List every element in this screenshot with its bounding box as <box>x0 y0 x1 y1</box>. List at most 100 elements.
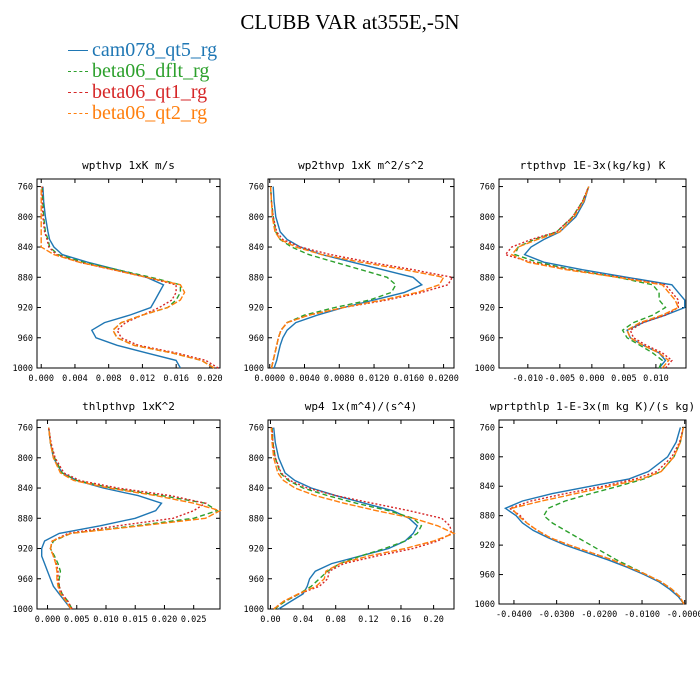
y-tick-label: 840 <box>249 243 264 253</box>
series-line-cam078_qt5_rg <box>273 427 419 610</box>
y-tick-label: 760 <box>480 423 495 433</box>
y-tick-label: 840 <box>480 482 495 492</box>
series-line-beta06_dflt_rg <box>542 427 685 605</box>
y-tick-label: 840 <box>18 243 33 253</box>
y-tick-label: 1000 <box>475 600 495 610</box>
chart-title-5: wp4 1x(m^4)/(s^4) <box>305 400 418 413</box>
chart-panel-1: wpthvp 1xK m/s76080084088092096010000.00… <box>13 159 223 384</box>
y-tick-label: 1000 <box>244 364 264 374</box>
series-line-beta06_dflt_rg <box>48 427 219 610</box>
y-tick-label: 800 <box>480 213 495 223</box>
series-line-beta06_qt1_rg <box>48 427 208 610</box>
y-tick-label: 800 <box>18 454 33 464</box>
series-line-beta06_qt2_rg <box>48 427 222 610</box>
series-line-beta06_dflt_rg <box>41 186 215 369</box>
chart-title-4: thlpthvp 1xK^2 <box>82 400 175 413</box>
series-line-cam078_qt5_rg <box>523 186 686 369</box>
x-tick-label: -0.0300 <box>539 610 575 620</box>
y-tick-label: 760 <box>480 183 495 193</box>
legend-swatch-cam078 <box>68 50 88 51</box>
y-tick-label: 840 <box>18 484 33 494</box>
y-tick-label: 800 <box>18 213 33 223</box>
x-tick-label: -0.0200 <box>581 610 617 620</box>
chart-panel-4: thlpthvp 1xK^276080084088092096010000.00… <box>13 400 222 625</box>
y-tick-label: 880 <box>249 514 264 524</box>
series-line-beta06_qt2_rg <box>510 427 685 605</box>
y-tick-label: 760 <box>249 424 264 434</box>
chart-title-6: wprtpthlp 1-E-3x(m kg K)/(s kg) <box>490 400 695 413</box>
series-line-beta06_qt1_rg <box>269 186 454 369</box>
chart-frame-4 <box>36 419 221 610</box>
x-tick-label: 0.16 <box>391 615 411 625</box>
x-tick-label: 0.12 <box>358 615 378 625</box>
series-line-beta06_dflt_rg <box>269 186 397 369</box>
series-line-beta06_qt2_rg <box>40 186 215 369</box>
x-tick-label: 0.015 <box>122 615 148 625</box>
series-line-cam078_qt5_rg <box>41 427 163 610</box>
x-tick-label: 0.025 <box>181 615 207 625</box>
series-line-beta06_qt1_rg <box>41 186 219 369</box>
x-tick-label: 0.000 <box>579 374 605 384</box>
y-tick-label: 880 <box>480 273 495 283</box>
x-tick-label: 0.005 <box>611 374 637 384</box>
y-tick-label: 1000 <box>475 364 495 374</box>
legend-swatch-beta06-qt2 <box>68 113 88 114</box>
x-tick-label: 0.0000 <box>254 374 285 384</box>
x-tick-label: -0.0000 <box>667 610 700 620</box>
series-line-cam078_qt5_rg <box>272 186 424 369</box>
y-tick-label: 760 <box>18 424 33 434</box>
x-tick-label: 0.020 <box>197 374 223 384</box>
x-tick-label: -0.0100 <box>624 610 660 620</box>
chart-frame-5 <box>267 419 455 610</box>
series-line-cam078_qt5_rg <box>42 186 182 369</box>
chart-frame-6 <box>498 419 687 605</box>
series-line-beta06_qt1_rg <box>504 186 679 369</box>
x-tick-label: 0.0200 <box>428 374 459 384</box>
y-tick-label: 920 <box>18 545 33 555</box>
chart-frame-3 <box>498 178 687 369</box>
legend-swatch-beta06-qt1 <box>68 92 88 93</box>
chart-title-2: wp2thvp 1xK m^2/s^2 <box>298 159 424 172</box>
y-tick-label: 1000 <box>13 364 33 374</box>
y-tick-label: 1000 <box>13 605 33 615</box>
chart-panel-6: wprtpthlp 1-E-3x(m kg K)/(s kg) 760 800 840… <box>475 400 700 620</box>
chart-title-3: rtpthvp 1E-3x(kg/kg) K <box>520 159 666 172</box>
y-tick-label: 880 <box>18 514 33 524</box>
y-tick-label: 960 <box>18 575 33 585</box>
x-tick-label: 0.020 <box>152 615 178 625</box>
x-tick-label: 0.0080 <box>324 374 355 384</box>
x-tick-label: 0.08 <box>325 615 345 625</box>
y-tick-label: 960 <box>480 571 495 581</box>
y-tick-label: 920 <box>249 545 264 555</box>
y-tick-label: 840 <box>249 484 264 494</box>
series-line-beta06_dflt_rg <box>514 186 667 369</box>
legend-swatch-beta06-dflt <box>68 71 88 72</box>
legend-label-beta06-dflt: beta06_dflt_rg <box>92 60 210 82</box>
series-line-beta06_dflt_rg <box>271 427 423 610</box>
y-tick-label: 800 <box>249 454 264 464</box>
series-line-beta06_qt2_rg <box>269 186 445 369</box>
y-tick-label: 920 <box>480 541 495 551</box>
series-line-beta06_qt1_rg <box>271 427 453 610</box>
y-tick-label: 960 <box>18 334 33 344</box>
y-tick-label: 760 <box>249 183 264 193</box>
series-line-beta06_qt1_rg <box>508 427 685 605</box>
x-tick-label: 0.016 <box>163 374 189 384</box>
x-tick-label: 0.010 <box>643 374 669 384</box>
chart-title-1: wpthvp 1xK m/s <box>82 159 175 172</box>
x-tick-label: 0.0040 <box>289 374 320 384</box>
x-tick-label: 0.004 <box>62 374 88 384</box>
x-tick-label: 0.008 <box>96 374 122 384</box>
y-tick-label: 920 <box>249 304 264 314</box>
figure-title: CLUBB VAR at355E,-5N <box>240 10 460 34</box>
x-tick-label: 0.000 <box>28 374 54 384</box>
y-tick-label: 880 <box>480 512 495 522</box>
x-tick-label: 0.00 <box>260 615 280 625</box>
y-tick-label: 960 <box>249 575 264 585</box>
chart-frame-1 <box>36 178 221 369</box>
legend-label-beta06-qt1: beta06_qt1_rg <box>92 81 208 103</box>
legend-label-cam078: cam078_qt5_rg <box>92 39 218 61</box>
x-tick-label: 0.010 <box>93 615 119 625</box>
x-tick-label: 0.0120 <box>359 374 390 384</box>
